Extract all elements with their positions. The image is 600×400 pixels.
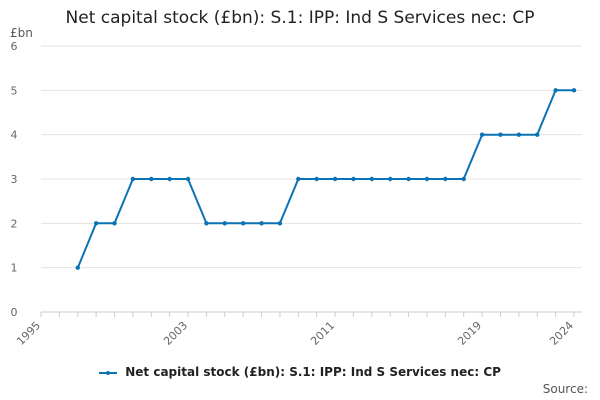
data-point xyxy=(167,176,172,182)
y-tick-label: 1 xyxy=(11,262,18,275)
data-point xyxy=(277,221,283,226)
y-tick-label: 2 xyxy=(11,217,18,230)
data-point xyxy=(332,176,338,182)
data-point xyxy=(112,221,117,226)
data-point xyxy=(516,132,522,137)
data-point xyxy=(351,176,356,182)
data-point xyxy=(498,132,503,137)
data-point xyxy=(130,176,136,182)
data-point xyxy=(571,88,577,93)
legend-series-label: Net capital stock (£bn): S.1: IPP: Ind S… xyxy=(125,365,501,379)
data-point xyxy=(149,176,154,182)
x-tick-label: 1995 xyxy=(14,319,43,348)
data-point xyxy=(369,176,375,182)
y-axis-unit-label: £bn xyxy=(10,26,33,40)
series-line xyxy=(76,89,574,269)
data-point xyxy=(75,265,80,270)
x-tick-label: 2011 xyxy=(308,319,337,348)
data-point xyxy=(314,176,319,182)
chart-title: Net capital stock (£bn): S.1: IPP: Ind S… xyxy=(65,8,535,28)
y-tick-label: 6 xyxy=(11,40,18,53)
data-point xyxy=(479,132,485,137)
y-tick-label: 4 xyxy=(11,129,18,142)
data-point xyxy=(461,176,466,182)
y-tick-label: 3 xyxy=(11,173,18,186)
source-label: Source: xyxy=(542,382,588,396)
data-point xyxy=(388,176,393,182)
data-point xyxy=(259,221,264,226)
x-tick-label: 2019 xyxy=(455,319,484,348)
data-point xyxy=(222,221,227,226)
data-point xyxy=(204,221,209,226)
data-point xyxy=(406,176,411,182)
x-tick-label: 2024 xyxy=(547,319,576,348)
data-point xyxy=(185,176,191,182)
y-tick-label: 5 xyxy=(11,84,18,97)
legend-line-marker-icon xyxy=(99,369,118,377)
x-tick-label: 2003 xyxy=(161,319,190,348)
data-point xyxy=(93,221,99,226)
data-point xyxy=(535,132,540,137)
data-point xyxy=(553,88,558,93)
data-point xyxy=(424,176,430,182)
data-point xyxy=(443,176,448,182)
data-point xyxy=(296,176,301,182)
legend[interactable]: Net capital stock (£bn): S.1: IPP: Ind S… xyxy=(0,365,600,379)
y-tick-label: 0 xyxy=(11,306,18,319)
data-point xyxy=(240,221,246,226)
